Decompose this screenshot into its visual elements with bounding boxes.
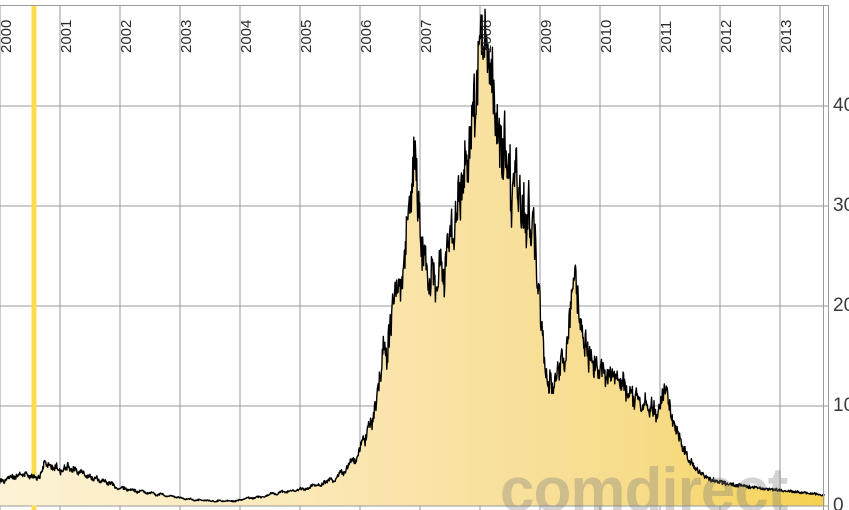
x-tick-label-2013: 2013 xyxy=(777,19,795,53)
x-tick-label-2000: 2000 xyxy=(0,19,15,53)
x-tick-label-2004: 2004 xyxy=(237,19,255,53)
x-tick-label-2003: 2003 xyxy=(177,19,195,53)
x-tick-label-2005: 2005 xyxy=(297,19,315,53)
x-tick-label-2011: 2011 xyxy=(657,20,675,53)
y-tick-label-30: 30 xyxy=(833,194,849,216)
x-tick-label-2007: 2007 xyxy=(417,19,435,53)
y-tick-label-20: 20 xyxy=(833,294,849,316)
y-tick-label-40: 40 xyxy=(833,94,849,116)
price-area-fill xyxy=(0,9,825,506)
x-tick-label-2012: 2012 xyxy=(717,19,735,53)
price-line xyxy=(0,8,825,503)
y-tick-label-0: 0 xyxy=(833,494,844,510)
y-tick-label-10: 10 xyxy=(833,394,849,416)
x-tick-label-2009: 2009 xyxy=(537,19,555,53)
x-tick-label-2010: 2010 xyxy=(597,19,615,53)
x-tick-label-2002: 2002 xyxy=(117,19,135,53)
x-tick-label-2008: 2008 xyxy=(477,19,495,53)
x-tick-label-2001: 2001 xyxy=(57,19,75,53)
x-tick-label-2006: 2006 xyxy=(357,19,375,53)
